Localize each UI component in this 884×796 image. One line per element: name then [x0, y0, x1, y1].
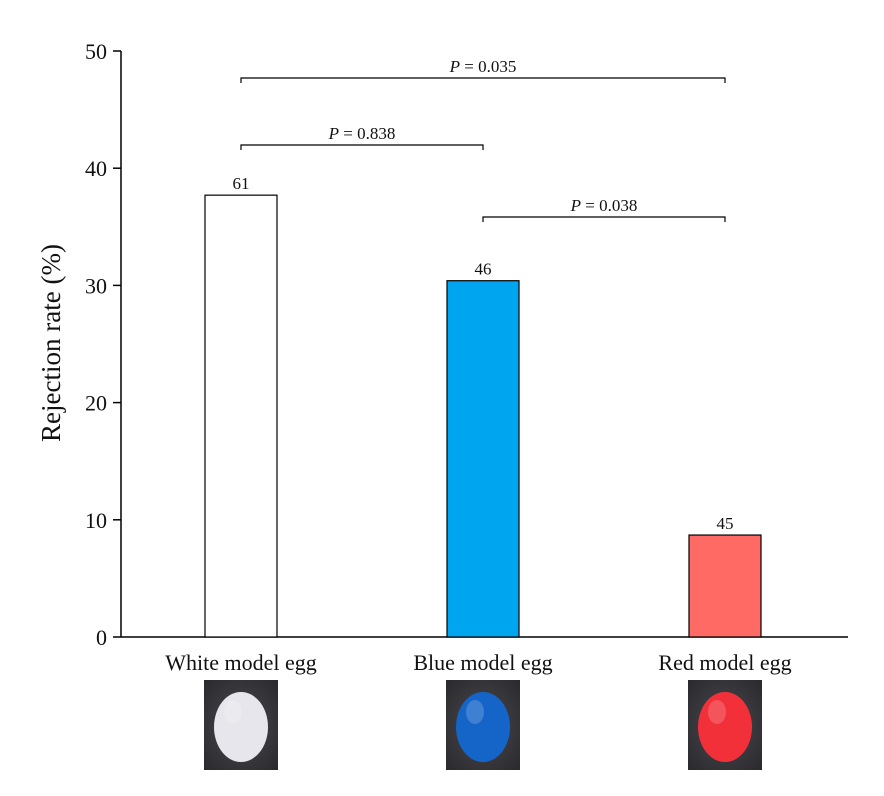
p-value-text: = 0.035	[460, 57, 516, 76]
egg-shape	[214, 692, 268, 762]
egg-photos	[204, 680, 762, 770]
significance-bracket	[482, 216, 726, 222]
y-tick-label: 50	[85, 39, 107, 64]
y-tick-label: 0	[96, 625, 107, 650]
p-symbol: P	[570, 196, 581, 215]
bars: 61 46 45	[204, 174, 762, 638]
p-value-label: P = 0.038	[570, 196, 638, 215]
egg-shape	[698, 692, 752, 762]
egg-photo	[688, 680, 762, 770]
bar	[688, 534, 762, 638]
egg-photo	[204, 680, 278, 770]
axes: 0 10 20 30 40 50 White model egg Blue model egg…	[85, 39, 848, 675]
p-symbol: P	[449, 57, 460, 76]
y-axis-title: Rejection rate (%)	[36, 244, 66, 442]
bar-data-label: 46	[475, 260, 492, 279]
p-value-label: P = 0.838	[328, 124, 396, 143]
egg-shape	[456, 692, 510, 762]
y-tick-label: 20	[85, 391, 107, 416]
significance-bracket	[240, 144, 484, 150]
egg-highlight	[466, 700, 484, 724]
p-value-text: = 0.838	[339, 124, 395, 143]
x-category-label: White model egg	[165, 650, 317, 675]
bar-data-label: 45	[717, 514, 734, 533]
x-category-label: Blue model egg	[413, 650, 552, 675]
bar	[446, 280, 520, 638]
y-tick-label: 30	[85, 273, 107, 298]
p-value-label: P = 0.035	[449, 57, 517, 76]
egg-photo	[446, 680, 520, 770]
bar	[204, 194, 278, 638]
egg-highlight	[708, 700, 726, 724]
significance-bracket	[240, 77, 726, 83]
p-value-text: = 0.038	[581, 196, 637, 215]
y-tick-label: 10	[85, 508, 107, 533]
x-category-label: Red model egg	[658, 650, 791, 675]
p-symbol: P	[328, 124, 339, 143]
egg-highlight	[224, 700, 242, 724]
bar-data-label: 61	[233, 174, 250, 193]
y-tick-label: 40	[85, 156, 107, 181]
